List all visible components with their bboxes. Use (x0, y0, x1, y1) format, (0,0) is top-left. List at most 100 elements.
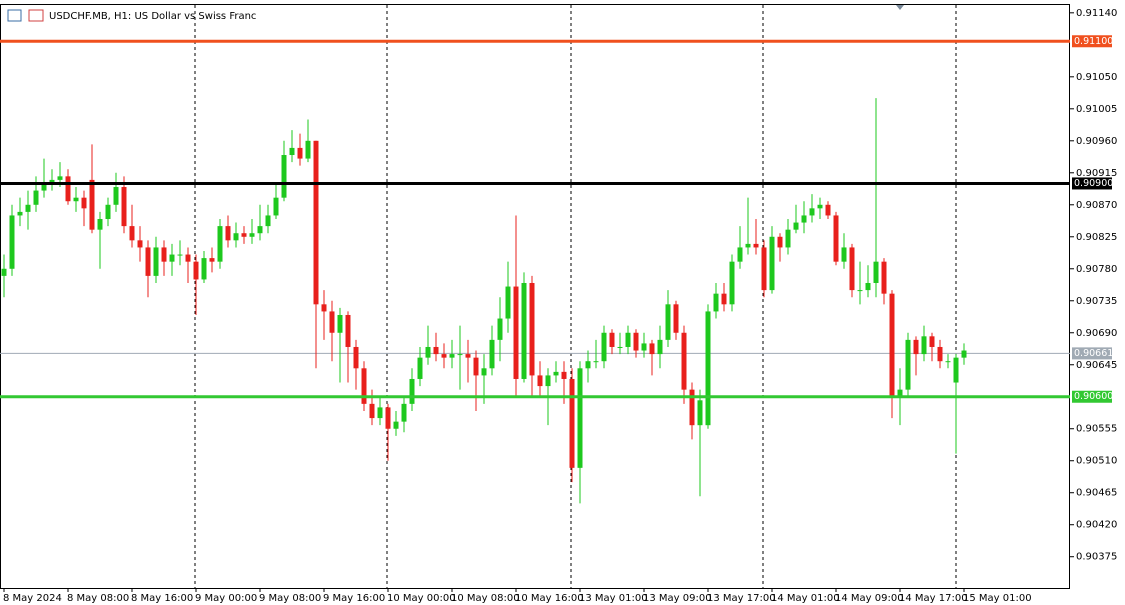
candle-body (473, 357, 479, 376)
y-tick-label: 0.90645 (1076, 360, 1117, 371)
candle-body (641, 343, 647, 351)
candle-body (561, 371, 567, 379)
x-tick-label: 13 May 17:00 (707, 593, 776, 604)
x-tick-label: 14 May 01:00 (771, 593, 840, 604)
x-tick-label: 14 May 17:00 (899, 593, 968, 604)
y-tick-label: 0.91140 (1076, 8, 1117, 19)
candle-body (649, 343, 655, 355)
x-tick-label: 9 May 08:00 (259, 593, 321, 604)
y-tick-label: 0.90510 (1076, 456, 1117, 467)
y-tick-label: 0.90690 (1076, 328, 1117, 339)
candle-body (697, 400, 703, 426)
candle-body (81, 197, 87, 209)
candle-body (721, 293, 727, 305)
candle-body (345, 314, 351, 347)
candle-body (913, 339, 919, 355)
level-label: 0.90900 (1074, 178, 1113, 189)
day-separators (194, 5, 957, 588)
candle-body (537, 375, 543, 387)
candle-body (905, 339, 911, 390)
candle-body (673, 304, 679, 333)
candle-body (1, 268, 7, 276)
candle-body (73, 197, 79, 202)
candle-body (825, 204, 831, 216)
candle-body (753, 243, 759, 248)
candle-body (609, 332, 615, 347)
x-tick-label: 15 May 01:00 (963, 593, 1032, 604)
candle-body (41, 183, 47, 191)
candle-body (161, 247, 167, 262)
candle-body (881, 261, 887, 294)
candle-body (705, 311, 711, 426)
y-tick-label: 0.90915 (1076, 168, 1117, 179)
candle-body (657, 339, 663, 355)
level-label-box (1072, 177, 1112, 190)
candle-body (449, 354, 455, 358)
x-tick-label: 13 May 01:00 (579, 593, 648, 604)
menu-icon[interactable] (7, 9, 22, 22)
y-tick-label: 0.90465 (1076, 488, 1117, 499)
candle-body (201, 258, 207, 280)
candle-body (897, 389, 903, 397)
candle-body (793, 222, 799, 230)
candle-body (945, 361, 951, 363)
candle-body (713, 293, 719, 312)
candle-body (353, 346, 359, 369)
x-tick-label: 10 May 16:00 (515, 593, 584, 604)
candle-body (441, 354, 447, 358)
chart-icon[interactable] (28, 9, 44, 22)
y-tick-label: 0.90960 (1076, 136, 1117, 147)
candle-body (929, 336, 935, 347)
candle-body (233, 233, 239, 241)
candle-body (377, 407, 383, 419)
x-tick-label: 9 May 00:00 (195, 593, 257, 604)
candle-body (801, 215, 807, 223)
candle-body (105, 204, 111, 220)
candle-body (737, 247, 743, 262)
candle-body (281, 155, 287, 198)
candle-body (393, 421, 399, 429)
candle-body (401, 403, 407, 422)
candle-body (49, 179, 55, 184)
x-tick-label: 8 May 2024 (3, 593, 62, 604)
candle-body (553, 371, 559, 376)
candle-body (385, 407, 391, 429)
candle-body (17, 211, 23, 216)
candle-body (265, 215, 271, 227)
candle-body (273, 197, 279, 216)
y-tick-label: 0.91050 (1076, 72, 1117, 83)
candle-body (545, 375, 551, 387)
candle-body (625, 332, 631, 347)
candle-body (809, 208, 815, 216)
candle-body (25, 204, 31, 212)
candle-body (225, 226, 231, 241)
x-tick-label: 10 May 00:00 (387, 593, 456, 604)
candle-body (497, 318, 503, 340)
candle-body (937, 346, 943, 362)
candle-body (153, 247, 159, 276)
candle-body (185, 254, 191, 262)
level-label: 0.90600 (1074, 391, 1113, 402)
candle-body (745, 243, 751, 248)
candle-body (769, 236, 775, 291)
candle-body (889, 293, 895, 397)
candle-body (833, 215, 839, 262)
y-tick-label: 0.90780 (1076, 264, 1117, 275)
candle-body (297, 147, 303, 159)
candle-body (209, 258, 215, 262)
candle-body (9, 215, 15, 269)
x-tick-label: 8 May 16:00 (131, 593, 193, 604)
candle-body (617, 346, 623, 348)
shift-marker (896, 5, 904, 10)
candle-body (817, 204, 823, 209)
candle-body (513, 286, 519, 379)
candle-body (593, 361, 599, 363)
candle-body (953, 357, 959, 383)
candle-body (921, 336, 927, 355)
candle-body (761, 247, 767, 291)
candle-body (113, 187, 119, 205)
candle-body (313, 140, 319, 305)
x-tick-label: 8 May 08:00 (67, 593, 129, 604)
candle-body (489, 339, 495, 369)
candle-body (433, 346, 439, 355)
